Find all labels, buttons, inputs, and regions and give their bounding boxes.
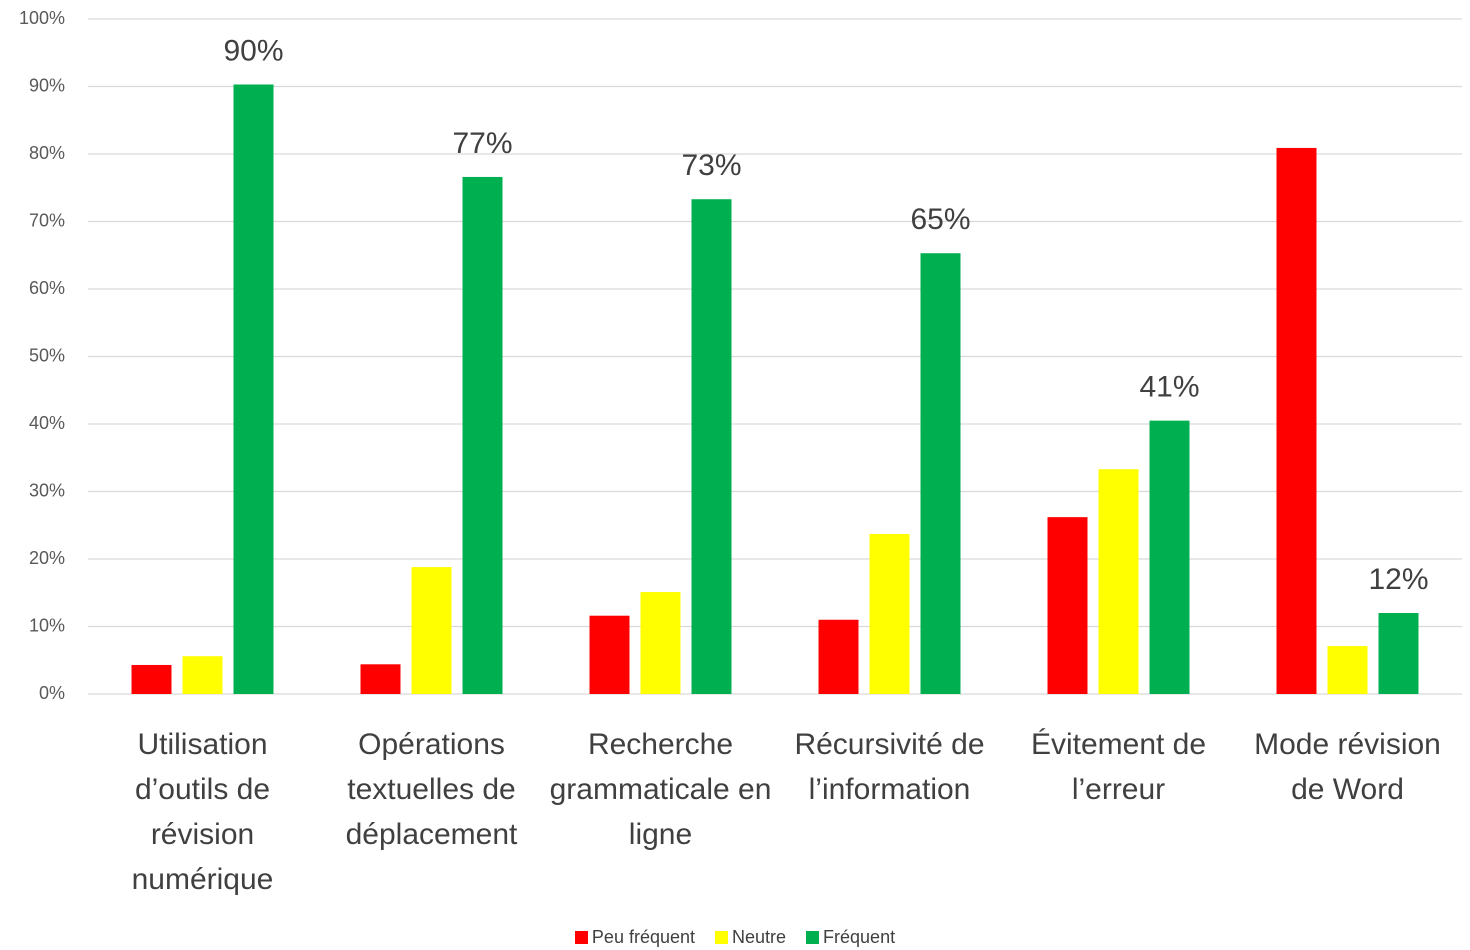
bar bbox=[920, 253, 961, 694]
legend: Peu fréquent Neutre Fréquent bbox=[0, 927, 1470, 948]
x-tick-label: Récursivité de l’information bbox=[794, 728, 985, 806]
y-tick-label: 10% bbox=[29, 615, 65, 635]
y-tick-label: 60% bbox=[29, 278, 65, 298]
x-tick-label: Opérations textuelles de déplacement bbox=[345, 728, 518, 851]
x-tick-label: Évitement de l’erreur bbox=[1030, 728, 1207, 806]
legend-swatch bbox=[715, 931, 728, 944]
legend-item: Peu fréquent bbox=[574, 927, 695, 948]
y-tick-label: 50% bbox=[29, 345, 65, 365]
bar bbox=[233, 84, 274, 695]
bar bbox=[360, 664, 401, 694]
bar bbox=[1149, 420, 1190, 694]
y-tick-label: 70% bbox=[29, 210, 65, 230]
y-tick-label: 40% bbox=[29, 413, 65, 433]
y-tick-label: 20% bbox=[29, 548, 65, 568]
data-label: 12% bbox=[1368, 563, 1428, 596]
bar bbox=[640, 592, 681, 694]
bar bbox=[411, 567, 452, 694]
x-tick-label: Utilisation d’outils de révision numériq… bbox=[131, 728, 274, 896]
bar bbox=[691, 199, 732, 694]
legend-label: Neutre bbox=[732, 927, 787, 947]
y-tick-label: 90% bbox=[29, 75, 65, 95]
bar bbox=[589, 615, 630, 694]
bar bbox=[1276, 147, 1317, 695]
data-label: 77% bbox=[452, 127, 512, 160]
legend-label: Peu fréquent bbox=[591, 927, 695, 947]
bar bbox=[818, 619, 859, 694]
legend-item: Neutre bbox=[715, 927, 786, 948]
y-tick-label: 0% bbox=[39, 683, 65, 703]
bar bbox=[1378, 613, 1419, 694]
legend-label: Fréquent bbox=[823, 927, 896, 947]
x-tick-label: Mode révision de Word bbox=[1254, 728, 1441, 806]
y-tick-label: 100% bbox=[19, 8, 65, 28]
data-label: 90% bbox=[223, 34, 283, 67]
y-tick-label: 80% bbox=[29, 143, 65, 163]
bar bbox=[1098, 469, 1139, 694]
y-tick-label: 30% bbox=[29, 480, 65, 500]
data-label: 65% bbox=[910, 203, 970, 236]
data-label: 73% bbox=[681, 149, 741, 182]
bar bbox=[131, 664, 172, 694]
bar bbox=[1327, 646, 1368, 694]
bar bbox=[869, 534, 910, 694]
legend-swatch bbox=[806, 931, 820, 944]
bar bbox=[1047, 517, 1088, 694]
bar bbox=[182, 656, 223, 694]
legend-swatch bbox=[574, 931, 588, 944]
data-label: 41% bbox=[1139, 371, 1199, 404]
bar bbox=[462, 176, 503, 694]
x-tick-label: Recherche grammaticale en ligne bbox=[549, 728, 772, 851]
legend-item: Fréquent bbox=[806, 927, 895, 948]
